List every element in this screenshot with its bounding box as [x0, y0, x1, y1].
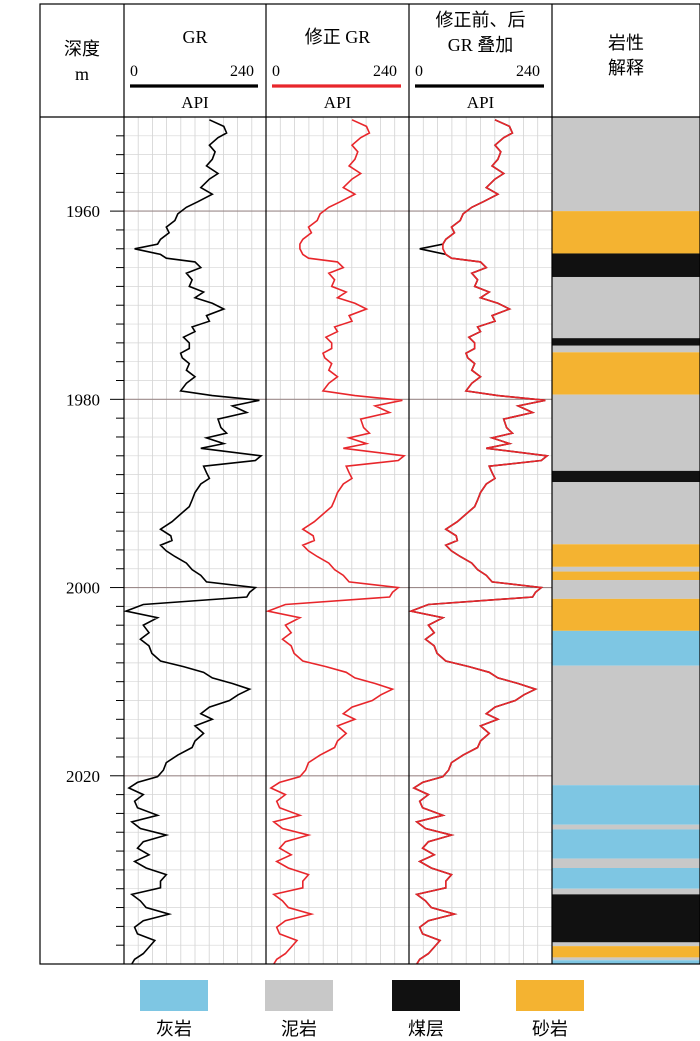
depth-header-label: 深度 [64, 39, 100, 59]
gr-curve [123, 119, 264, 965]
legend-label-coal: 煤层 [408, 1019, 444, 1039]
lithology-header-label: 岩性 [608, 33, 644, 53]
outer-frame [39, 3, 700, 965]
scale-min-label: 0 [415, 63, 423, 80]
lithology-column [552, 117, 700, 964]
legend-swatch-limestone [140, 980, 208, 1011]
lithology-limestone [552, 630, 700, 666]
lithology-mudstone [552, 888, 700, 895]
overlay-corrected-gr-curve [408, 119, 550, 965]
lithology-mudstone [552, 824, 700, 830]
lithology-sandstone [552, 544, 700, 567]
scale-max-label: 240 [373, 63, 397, 80]
depth-tick-label: 1960 [66, 202, 100, 221]
scale-min-label: 0 [130, 63, 138, 80]
corrected-gr-curve [265, 119, 407, 965]
lithology-mudstone [552, 957, 700, 961]
depth-unit-label: m [75, 64, 89, 84]
track-title: GR 叠加 [448, 35, 514, 55]
lithology-coal [552, 470, 700, 483]
lithology-legend: 灰岩 泥岩 煤层 砂岩 [140, 980, 584, 1039]
scale-max-label: 240 [230, 63, 254, 80]
lithology-sandstone [552, 571, 700, 581]
lithology-sandstone [552, 598, 700, 631]
lithology-mudstone [552, 665, 700, 786]
lithology-limestone [552, 829, 700, 859]
lithology-sandstone [552, 352, 700, 395]
lithology-mudstone [552, 276, 700, 339]
lithology-mudstone [552, 117, 700, 212]
lithology-coal [552, 894, 700, 943]
track-unit-label: API [324, 93, 352, 112]
depth-tick-label: 2020 [66, 767, 100, 786]
lithology-mudstone [552, 566, 700, 572]
depth-tick-label: 2000 [66, 579, 100, 598]
lithology-mudstone [552, 580, 700, 599]
lithology-sandstone [552, 211, 700, 254]
track-unit-label: API [181, 93, 209, 112]
lithology-mudstone [552, 394, 700, 471]
legend-label-limestone: 灰岩 [156, 1019, 192, 1039]
depth-tick-label: 1980 [66, 390, 100, 409]
legend-swatch-mudstone [265, 980, 333, 1011]
lithology-mudstone [552, 858, 700, 869]
lithology-limestone [552, 785, 700, 825]
lithology-header-label: 解释 [608, 58, 644, 78]
legend-swatch-coal [392, 980, 460, 1011]
lithology-coal [552, 338, 700, 346]
legend-swatch-sandstone [516, 980, 584, 1011]
lithology-mudstone [552, 345, 700, 353]
lithology-limestone [552, 868, 700, 889]
depth-axis: 1960 1980 2000 2020 [66, 135, 124, 946]
track-title: 修正前、后 [436, 10, 526, 30]
legend-label-sandstone: 砂岩 [532, 1019, 568, 1039]
lithology-mudstone [552, 482, 700, 545]
curves [123, 119, 550, 965]
track-unit-label: API [467, 93, 495, 112]
track-title: 修正 GR [305, 27, 371, 47]
lithology-mudstone [552, 942, 700, 947]
frame-lines [39, 3, 700, 965]
legend-label-mudstone: 泥岩 [281, 1019, 317, 1039]
lithology-coal [552, 253, 700, 277]
lithology-sandstone [552, 946, 700, 958]
track-header: 深度 m GR 0 240 API 修正 GR 0 240 API 修正前、后 GR 叠加 0 240 AP… [64, 10, 644, 112]
track-title: GR [182, 27, 207, 47]
scale-min-label: 0 [272, 63, 280, 80]
scale-max-label: 240 [516, 63, 540, 80]
lithology-limestone [552, 960, 700, 964]
